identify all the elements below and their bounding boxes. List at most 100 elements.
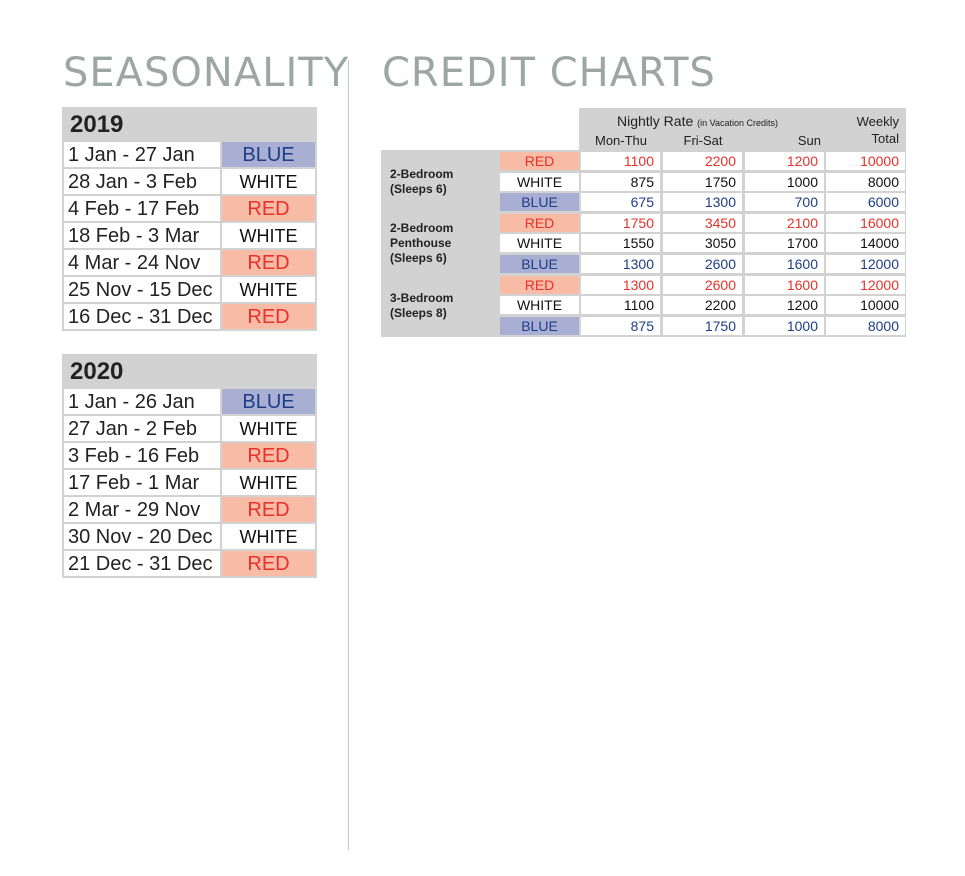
rate-cell: 1200 xyxy=(745,152,824,170)
seasonality-table-2019: 2019 1 Jan - 27 Jan BLUE 28 Jan - 3 Feb WHI… xyxy=(62,107,317,331)
rate-cell: 675 xyxy=(581,193,660,212)
season-row: 1 Jan - 26 Jan BLUE xyxy=(64,389,315,414)
weekly-label: Weekly xyxy=(856,114,899,129)
season-blue-badge: BLUE xyxy=(222,142,315,167)
date-range: 17 Feb - 1 Mar xyxy=(64,470,220,495)
unit-name-line: Penthouse xyxy=(390,236,452,251)
rate-cell: 1600 xyxy=(745,255,824,273)
rate-cell: 12000 xyxy=(826,275,905,294)
date-range: 16 Dec - 31 Dec xyxy=(64,304,220,329)
rate-cell: 1750 xyxy=(663,172,742,191)
column-header-fri-sat: Fri-Sat xyxy=(683,133,723,148)
date-range: 4 Mar - 24 Nov xyxy=(64,250,220,275)
season-white-badge: WHITE xyxy=(222,524,315,549)
season-white-badge: WHITE xyxy=(500,234,579,253)
rate-cell: 6000 xyxy=(826,193,905,212)
rate-cell: 14000 xyxy=(826,234,905,253)
year-label: 2020 xyxy=(70,358,124,385)
season-row: 1 Jan - 27 Jan BLUE xyxy=(64,142,315,167)
date-range: 4 Feb - 17 Feb xyxy=(64,196,220,221)
season-white-badge: WHITE xyxy=(500,296,579,315)
season-white-badge: WHITE xyxy=(222,470,315,495)
credit-chart-table: Nightly Rate (in Vacation Credits) Weekl… xyxy=(381,108,906,337)
unit-name-line: 3-Bedroom xyxy=(390,290,454,305)
season-white-badge: WHITE xyxy=(222,416,315,441)
unit-name: 2-Bedroom (Sleeps 6) xyxy=(390,167,453,197)
season-red-badge: RED xyxy=(500,213,579,232)
rate-cell: 8000 xyxy=(826,316,905,335)
season-row: 16 Dec - 31 Dec RED xyxy=(64,304,315,329)
rate-cell: 1600 xyxy=(745,275,824,294)
season-red-badge: RED xyxy=(222,196,315,221)
rate-cell: 875 xyxy=(581,316,660,335)
year-label: 2019 xyxy=(70,111,124,138)
unit-name-line: (Sleeps 6) xyxy=(390,181,447,196)
season-red-badge: RED xyxy=(222,497,315,522)
rate-cell: 1300 xyxy=(581,255,660,273)
seasonality-table-2020: 2020 1 Jan - 26 Jan BLUE 27 Jan - 2 Feb WHI… xyxy=(62,354,317,578)
nightly-rate-note: (in Vacation Credits) xyxy=(697,118,779,128)
season-red-badge: RED xyxy=(500,152,579,170)
season-row: 18 Feb - 3 Mar WHITE xyxy=(64,223,315,248)
rate-cell: 1550 xyxy=(581,234,660,253)
unit-name: 3-Bedroom (Sleeps 8) xyxy=(390,291,453,321)
rate-cell: 16000 xyxy=(826,213,905,232)
rate-cell: 1750 xyxy=(581,213,660,232)
season-blue-badge: BLUE xyxy=(500,316,579,335)
season-row: 27 Jan - 2 Feb WHITE xyxy=(64,416,315,441)
season-blue-badge: BLUE xyxy=(500,255,579,273)
credit-chart-header xyxy=(579,108,906,150)
total-label: Total xyxy=(871,131,899,146)
credit-charts-heading: CREDIT CHARTS xyxy=(382,50,716,96)
date-range: 27 Jan - 2 Feb xyxy=(64,416,220,441)
date-range: 18 Feb - 3 Mar xyxy=(64,223,220,248)
date-range: 25 Nov - 15 Dec xyxy=(64,277,220,302)
season-row: 25 Nov - 15 Dec WHITE xyxy=(64,277,315,302)
season-row: 2 Mar - 29 Nov RED xyxy=(64,497,315,522)
date-range: 3 Feb - 16 Feb xyxy=(64,443,220,468)
season-row: 3 Feb - 16 Feb RED xyxy=(64,443,315,468)
unit-name: 2-Bedroom Penthouse (Sleeps 6) xyxy=(390,221,453,266)
rate-cell: 2600 xyxy=(663,255,742,273)
season-white-badge: WHITE xyxy=(222,169,315,194)
date-range: 28 Jan - 3 Feb xyxy=(64,169,220,194)
nightly-rate-label: Nightly Rate (in Vacation Credits) xyxy=(617,113,779,129)
unit-name-line: 2-Bedroom xyxy=(390,221,454,236)
column-header-mon-thu: Mon-Thu xyxy=(594,133,648,148)
rate-cell: 1700 xyxy=(745,234,824,253)
rate-cell: 1300 xyxy=(663,193,742,212)
season-row: 4 Mar - 24 Nov RED xyxy=(64,250,315,275)
rate-cell: 1100 xyxy=(581,152,660,170)
rate-cell: 2600 xyxy=(663,275,742,294)
rate-cell: 12000 xyxy=(826,255,905,273)
season-white-badge: WHITE xyxy=(500,172,579,191)
season-row: 28 Jan - 3 Feb WHITE xyxy=(64,169,315,194)
rate-cell: 2100 xyxy=(745,213,824,232)
rate-cell: 1100 xyxy=(581,296,660,315)
season-red-badge: RED xyxy=(222,551,315,576)
date-range: 30 Nov - 20 Dec xyxy=(64,524,220,549)
date-range: 21 Dec - 31 Dec xyxy=(64,551,220,576)
rate-cell: 1000 xyxy=(745,316,824,335)
rate-cell: 10000 xyxy=(826,152,905,170)
rate-cell: 8000 xyxy=(826,172,905,191)
season-white-badge: WHITE xyxy=(222,277,315,302)
seasonality-heading: SEASONALITY xyxy=(63,50,350,96)
season-row: 17 Feb - 1 Mar WHITE xyxy=(64,470,315,495)
season-row: 4 Feb - 17 Feb RED xyxy=(64,196,315,221)
rate-cell: 1000 xyxy=(745,172,824,191)
rate-cell: 700 xyxy=(745,193,824,212)
rate-cell: 3450 xyxy=(663,213,742,232)
season-row: 30 Nov - 20 Dec WHITE xyxy=(64,524,315,549)
rate-cell: 1750 xyxy=(663,316,742,335)
rate-cell: 2200 xyxy=(663,296,742,315)
season-red-badge: RED xyxy=(222,443,315,468)
unit-name-line: 2-Bedroom xyxy=(390,166,454,181)
season-blue-badge: BLUE xyxy=(222,389,315,414)
rate-cell: 3050 xyxy=(663,234,742,253)
season-red-badge: RED xyxy=(222,304,315,329)
rate-cell: 875 xyxy=(581,172,660,191)
season-red-badge: RED xyxy=(222,250,315,275)
column-divider xyxy=(348,60,349,850)
rate-cell: 2200 xyxy=(663,152,742,170)
